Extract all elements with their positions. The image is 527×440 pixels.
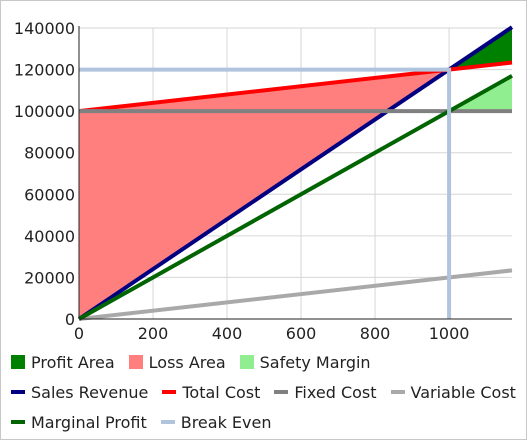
legend-swatch	[11, 420, 25, 424]
legend-swatch	[128, 355, 143, 369]
tick-labels: 0 20000 40000 60000 80000 100000 120000 140000 0…	[14, 19, 470, 343]
legend-row: Sales Revenue Total Cost Fixed Cost Variabl…	[11, 377, 521, 407]
y-tick-label: 140000	[14, 19, 75, 38]
sales-revenue-line	[77, 25, 514, 321]
x-tick-label: 1000	[429, 324, 470, 343]
variable-cost-line	[78, 268, 513, 321]
legend-item-loss-area: Loss Area	[128, 352, 226, 372]
x-tick-label: 0	[74, 324, 84, 343]
y-tick-label: 80000	[24, 144, 75, 163]
y-tick-label: 100000	[14, 102, 75, 121]
legend-item-profit-area: Profit Area	[11, 353, 115, 372]
legend-swatch	[239, 355, 254, 369]
y-tick-label: 40000	[24, 227, 75, 246]
legend-label: Profit Area	[31, 352, 115, 372]
y-tick-label: 0	[65, 310, 75, 329]
y-tick-label: 20000	[24, 268, 75, 287]
legend-item-marginal-profit: Marginal Profit	[11, 413, 147, 432]
legend-swatch	[11, 355, 25, 369]
break-even-line	[79, 67, 452, 319]
legend-label: Total Cost	[182, 382, 261, 402]
legend-label: Break Even	[180, 412, 272, 432]
axes	[78, 26, 512, 320]
y-tick-label: 120000	[14, 61, 75, 80]
x-tick-label: 200	[138, 324, 169, 343]
legend-item-variable-cost: Variable Cost	[390, 382, 516, 402]
x-tick-label: 600	[286, 324, 317, 343]
legend-item-safety-margin: Safety Margin	[239, 352, 371, 372]
marginal-profit-line	[78, 74, 513, 321]
legend-row: Marginal Profit Break Even	[11, 407, 521, 437]
series-lines	[77, 25, 514, 321]
legend-swatch	[11, 390, 25, 394]
legend-label: Loss Area	[148, 352, 226, 372]
y-tick-label: 60000	[24, 185, 75, 204]
x-tick-label: 400	[212, 324, 243, 343]
legend-item-break-even: Break Even	[160, 412, 272, 432]
legend-label: Variable Cost	[410, 382, 516, 402]
legend-label: Marginal Profit	[31, 412, 147, 432]
break-even-chart: 0 20000 40000 60000 80000 100000 120000 140000 0…	[14, 19, 514, 343]
legend-swatch	[274, 390, 289, 394]
legend-label: Safety Margin	[259, 352, 371, 372]
legend-label: Fixed Cost	[294, 382, 377, 402]
legend-swatch	[390, 390, 405, 394]
x-tick-label: 800	[360, 324, 391, 343]
legend-item-sales-revenue: Sales Revenue	[11, 383, 148, 402]
legend-swatch	[160, 420, 175, 424]
legend-row: Profit Area Loss Area Safety Margin	[11, 347, 521, 377]
legend-item-fixed-cost: Fixed Cost	[274, 382, 377, 402]
legend-item-total-cost: Total Cost	[162, 383, 260, 402]
legend-swatch	[162, 390, 177, 394]
legend: Profit Area Loss Area Safety Margin Sales R…	[11, 347, 521, 437]
legend-label: Sales Revenue	[31, 382, 149, 402]
